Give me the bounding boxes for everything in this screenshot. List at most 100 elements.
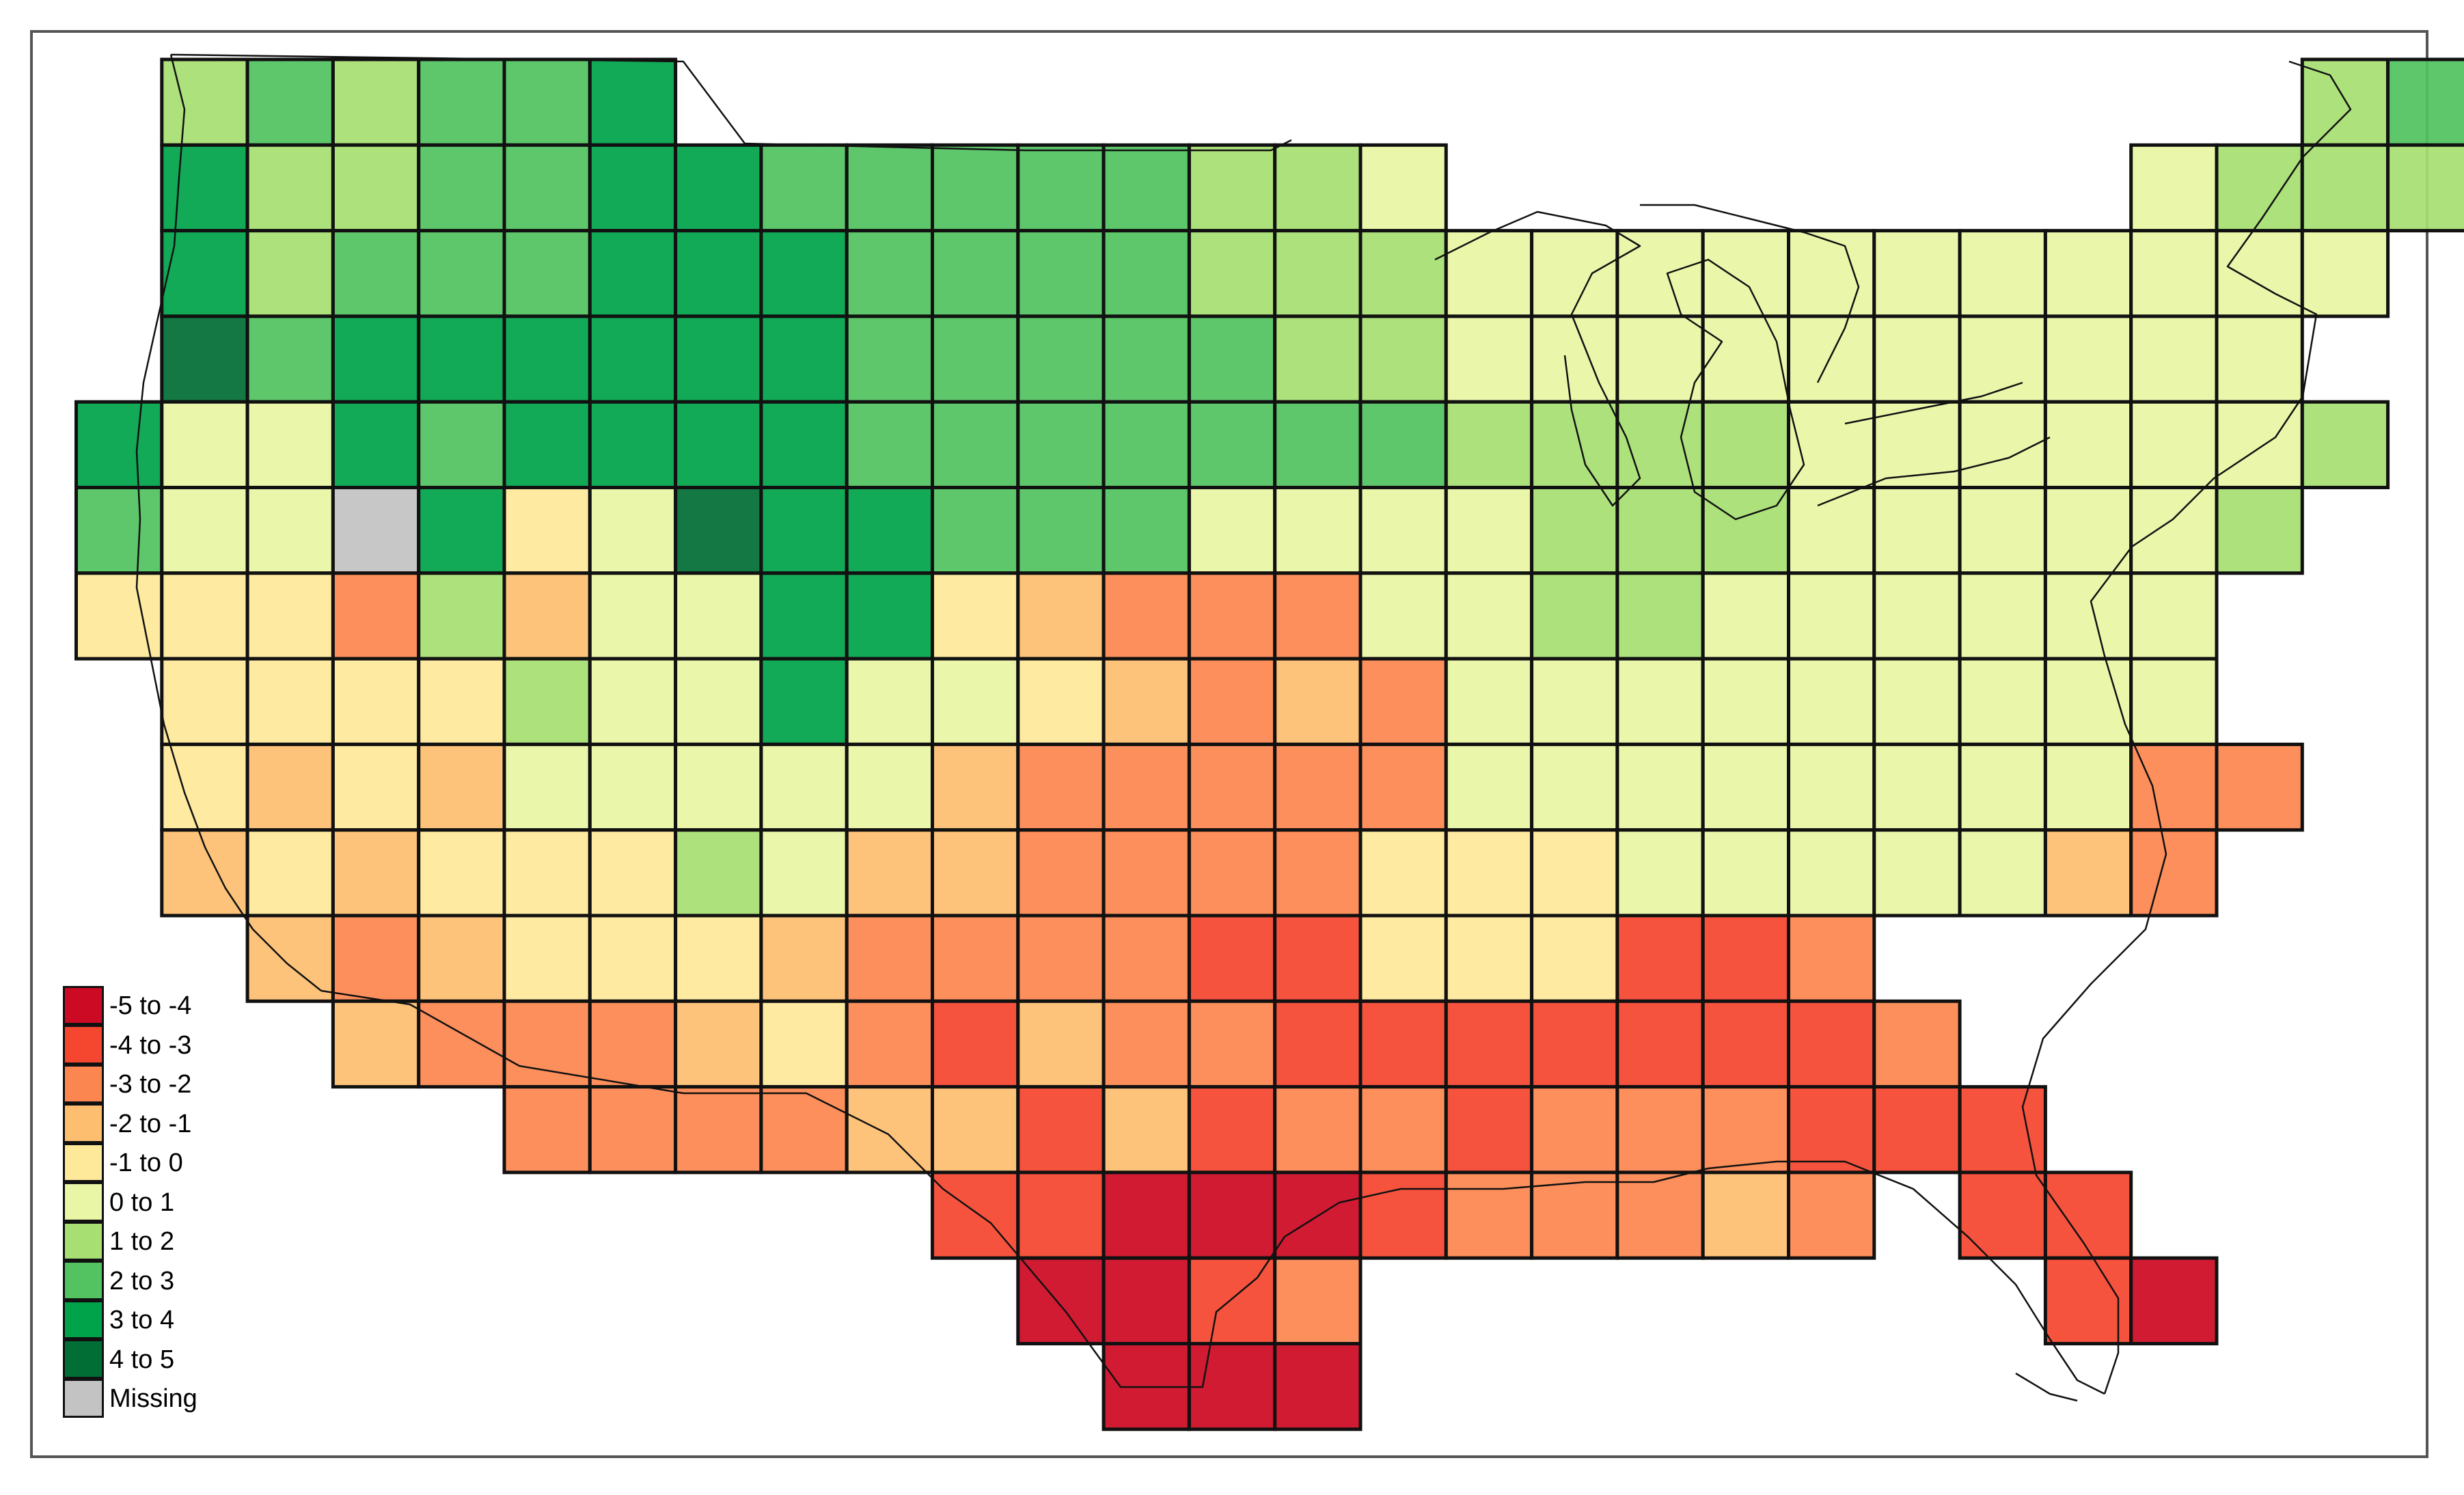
grid-cell xyxy=(1701,828,1790,918)
grid-cell xyxy=(502,742,592,832)
grid-cell xyxy=(417,229,506,318)
grid-cell xyxy=(245,486,335,575)
grid-cell xyxy=(1701,914,1790,1003)
grid-cell xyxy=(2043,571,2133,661)
grid-cell xyxy=(674,571,763,661)
legend-swatch xyxy=(63,1025,104,1065)
grid-cell xyxy=(245,314,335,404)
legend-item: 4 to 5 xyxy=(63,1339,197,1380)
grid-cell xyxy=(1872,571,1962,661)
legend-item: 1 to 2 xyxy=(63,1221,197,1262)
grid-cell xyxy=(74,486,164,575)
grid-cell xyxy=(1101,1085,1191,1175)
grid-cell xyxy=(2215,742,2304,832)
grid-cell xyxy=(417,828,506,918)
grid-cell xyxy=(674,314,763,404)
florida-keys-line xyxy=(2015,1372,2078,1402)
grid-cell xyxy=(1872,314,1962,404)
grid-cell xyxy=(1615,1085,1705,1175)
grid-cell xyxy=(588,914,678,1003)
grid-cell xyxy=(160,314,249,404)
grid-cell xyxy=(1016,828,1106,918)
grid-cell xyxy=(1787,571,1876,661)
grid-cell xyxy=(588,742,678,832)
legend-swatch xyxy=(63,1300,104,1339)
grid-cell xyxy=(1187,486,1277,575)
grid-cell xyxy=(759,914,849,1003)
grid-cell xyxy=(1530,999,1619,1089)
grid-cell xyxy=(674,742,763,832)
grid-cell xyxy=(2043,1170,2133,1260)
legend-label: 3 to 4 xyxy=(109,1306,175,1335)
grid-cell xyxy=(845,143,934,233)
grid-cell xyxy=(931,1170,1020,1260)
grid-cell xyxy=(417,314,506,404)
grid-cell xyxy=(1358,999,1448,1089)
grid-cell xyxy=(1530,486,1619,575)
grid-cell xyxy=(245,229,335,318)
grid-cell xyxy=(502,914,592,1003)
legend-label: -1 to 0 xyxy=(109,1149,183,1178)
grid-cell xyxy=(417,999,506,1089)
grid-cell xyxy=(1358,914,1448,1003)
grid-cell xyxy=(931,914,1020,1003)
grid-cell xyxy=(1016,742,1106,832)
grid-cell xyxy=(1187,1170,1277,1260)
grid-cell xyxy=(502,486,592,575)
legend-label: -3 to -2 xyxy=(109,1070,192,1099)
grid-cell xyxy=(845,314,934,404)
grid-cell xyxy=(1701,999,1790,1089)
great-lakes-line xyxy=(1434,210,2051,521)
legend-swatch xyxy=(63,1182,104,1222)
grid-cell xyxy=(2129,742,2219,832)
grid-cell xyxy=(759,999,849,1089)
grid-cell xyxy=(1530,571,1619,661)
grid-cell xyxy=(160,486,249,575)
grid-cell xyxy=(1273,914,1363,1003)
grid-cell xyxy=(1615,571,1705,661)
grid-cell xyxy=(1787,742,1876,832)
grid-cell xyxy=(1187,999,1277,1089)
grid-cell xyxy=(74,400,164,490)
grid-cell xyxy=(1358,828,1448,918)
grid-cell xyxy=(1101,828,1191,918)
legend-item: 3 to 4 xyxy=(63,1300,197,1341)
grid-cell xyxy=(931,143,1020,233)
grid-cell xyxy=(588,657,678,746)
grid-cell xyxy=(1787,229,1876,318)
legend-label: 1 to 2 xyxy=(109,1227,175,1257)
grid-cell xyxy=(759,657,849,746)
grid-cell xyxy=(2043,828,2133,918)
legend-label: 4 to 5 xyxy=(109,1345,175,1374)
legend-swatch xyxy=(63,1142,104,1182)
grid-cell xyxy=(1101,1170,1191,1260)
grid-cell xyxy=(1444,229,1534,318)
grid-cell xyxy=(588,314,678,404)
grid-cell xyxy=(1701,229,1790,318)
grid-cell xyxy=(1530,1085,1619,1175)
legend-item: -4 to -3 xyxy=(63,1025,197,1066)
grid-cell xyxy=(1016,914,1106,1003)
grid-cell xyxy=(1358,486,1448,575)
grid-cell xyxy=(2129,828,2219,918)
grid-cell xyxy=(1787,314,1876,404)
grid-cell xyxy=(1787,657,1876,746)
grid-cell xyxy=(931,400,1020,490)
grid-cell xyxy=(931,314,1020,404)
grid-cell xyxy=(2129,1256,2219,1345)
grid-cell xyxy=(331,143,421,233)
grid-cell xyxy=(1187,657,1277,746)
grid-cell xyxy=(1615,314,1705,404)
grid-cell xyxy=(1530,742,1619,832)
grid-cell xyxy=(1187,914,1277,1003)
grid-cell xyxy=(331,57,421,147)
grid-cell xyxy=(1187,229,1277,318)
grid-cell xyxy=(931,571,1020,661)
grid-cell xyxy=(1444,400,1534,490)
grid-cell xyxy=(1444,828,1534,918)
grid-cell xyxy=(1016,143,1106,233)
grid-cell xyxy=(1615,828,1705,918)
grid-cell xyxy=(1701,1085,1790,1175)
grid-cell xyxy=(588,1085,678,1175)
grid-cell xyxy=(2300,57,2390,147)
